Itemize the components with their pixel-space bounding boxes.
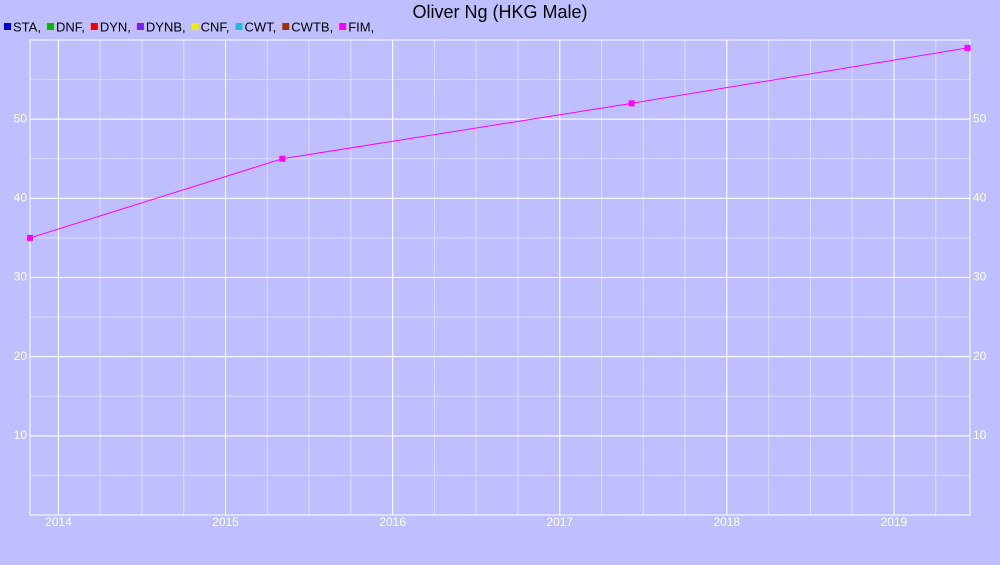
legend-swatch — [46, 23, 54, 30]
y-tick-label: 30 — [14, 270, 28, 284]
legend-swatch — [4, 23, 11, 30]
legend-label: FIM, — [348, 19, 374, 34]
y-tick-label: 20 — [14, 349, 28, 363]
point — [628, 100, 635, 107]
x-tick-label: 2017 — [546, 515, 573, 529]
legend-swatch — [191, 23, 199, 30]
legend-swatch — [282, 23, 290, 30]
legend-swatch — [90, 23, 98, 30]
legend-swatch — [235, 23, 243, 30]
point — [279, 155, 286, 162]
legend-label: CWT, — [245, 19, 277, 34]
y-tick-label: 10 — [14, 428, 28, 442]
legend-label: STA, — [13, 19, 41, 34]
y-tick-label: 40 — [14, 191, 28, 205]
legend-label: CWTB, — [291, 19, 333, 34]
y2-tick-label: 20 — [973, 349, 987, 363]
x-tick-label: 2018 — [714, 515, 741, 529]
y2-tick-label: 30 — [973, 270, 987, 284]
x-tick-label: 2015 — [212, 515, 239, 529]
y2-tick-label: 50 — [973, 111, 987, 125]
point — [27, 234, 33, 241]
y2-tick-label: 40 — [973, 191, 987, 205]
x-tick-label: 2014 — [45, 515, 72, 529]
legend-label: CNF, — [201, 19, 230, 34]
chart-title: Oliver Ng (HKG Male) — [412, 2, 587, 22]
legend-label: DNF, — [56, 19, 85, 34]
legend-swatch — [136, 23, 144, 30]
y-tick-label: 50 — [14, 111, 28, 125]
legend-label: DYN, — [100, 19, 131, 34]
x-tick-label: 2016 — [379, 515, 406, 529]
plot-frame — [29, 39, 971, 516]
series-line — [29, 47, 968, 239]
legend-label: DYNB, — [146, 19, 186, 34]
point — [964, 44, 971, 51]
legend-swatch — [339, 23, 347, 30]
y2-tick-label: 10 — [973, 428, 987, 442]
x-tick-label: 2019 — [881, 515, 908, 529]
